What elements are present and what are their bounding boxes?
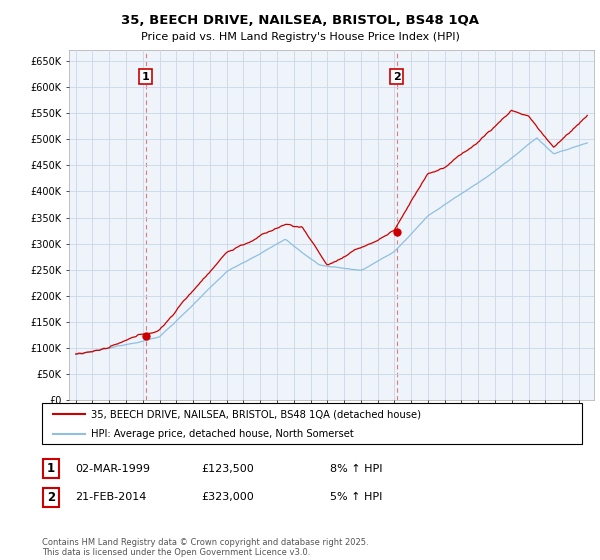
Text: 35, BEECH DRIVE, NAILSEA, BRISTOL, BS48 1QA: 35, BEECH DRIVE, NAILSEA, BRISTOL, BS48 … (121, 14, 479, 27)
Text: Price paid vs. HM Land Registry's House Price Index (HPI): Price paid vs. HM Land Registry's House … (140, 32, 460, 43)
FancyBboxPatch shape (43, 459, 59, 478)
Text: 5% ↑ HPI: 5% ↑ HPI (330, 492, 382, 502)
Text: 21-FEB-2014: 21-FEB-2014 (75, 492, 146, 502)
Text: 1: 1 (47, 462, 55, 475)
Text: 2: 2 (47, 491, 55, 504)
Text: 35, BEECH DRIVE, NAILSEA, BRISTOL, BS48 1QA (detached house): 35, BEECH DRIVE, NAILSEA, BRISTOL, BS48 … (91, 409, 421, 419)
Text: 02-MAR-1999: 02-MAR-1999 (75, 464, 150, 474)
Text: £323,000: £323,000 (201, 492, 254, 502)
Text: Contains HM Land Registry data © Crown copyright and database right 2025.
This d: Contains HM Land Registry data © Crown c… (42, 538, 368, 557)
Text: 1: 1 (142, 72, 149, 82)
Text: HPI: Average price, detached house, North Somerset: HPI: Average price, detached house, Nort… (91, 429, 353, 439)
Text: 2: 2 (393, 72, 400, 82)
Text: 8% ↑ HPI: 8% ↑ HPI (330, 464, 383, 474)
FancyBboxPatch shape (43, 488, 59, 507)
Text: £123,500: £123,500 (201, 464, 254, 474)
